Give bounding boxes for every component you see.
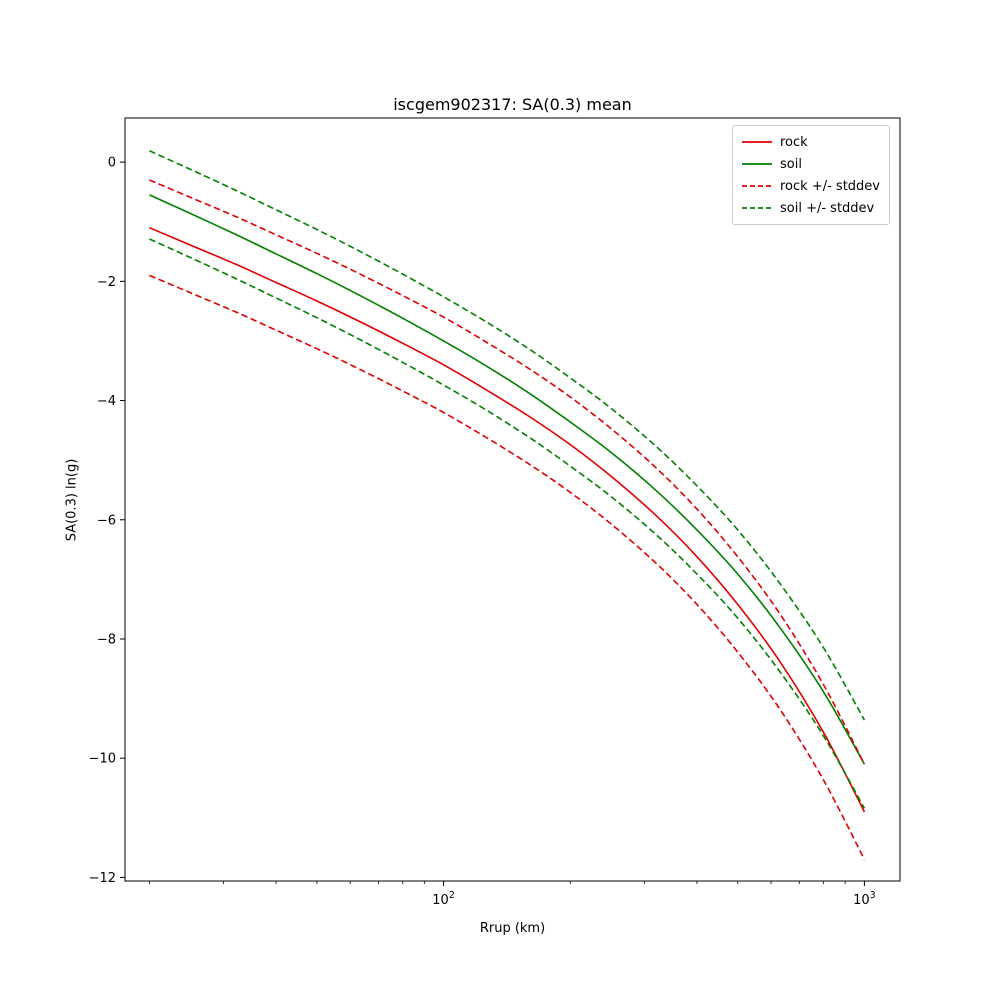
legend-line-sample-dashed-red: [742, 185, 772, 187]
axes-frame: [124, 117, 901, 882]
legend-item-soil-stddev: soil +/- stddev: [742, 197, 880, 219]
y-tick-label: −12: [89, 871, 116, 886]
y-axis-label: SA(0.3) ln(g): [64, 458, 80, 542]
legend-label-soil: soil: [780, 156, 802, 172]
x-axis: 102 103: [149, 881, 876, 908]
y-tick-label: −6: [97, 513, 116, 528]
legend: rock soil rock +/- stddev soil +/- stdde…: [732, 125, 890, 225]
legend-line-sample-solid-green: [742, 163, 772, 165]
x-axis-label: Rrup (km): [479, 921, 546, 936]
y-axis: 0 −2 −4 −6 −8 −10 −12: [89, 156, 125, 886]
x-tick-label: 102: [432, 890, 455, 908]
series-line-soil-stddev: [149, 150, 866, 721]
series-line-soil: [149, 194, 866, 765]
legend-line-sample-solid-red: [742, 141, 772, 143]
y-tick-label: −4: [97, 394, 116, 409]
series-line-rock-stddev: [149, 179, 866, 765]
y-tick-label: 0: [108, 156, 116, 171]
legend-label-rock-stddev: rock +/- stddev: [780, 178, 880, 194]
series-line-rock-stddev: [149, 274, 866, 860]
series-line-soil-stddev: [149, 238, 866, 809]
y-tick-label: −2: [97, 275, 116, 290]
series-line-rock: [149, 226, 866, 813]
legend-item-rock-stddev: rock +/- stddev: [742, 175, 880, 197]
series-lines: [149, 150, 866, 860]
y-tick-label: −10: [89, 752, 116, 767]
legend-label-soil-stddev: soil +/- stddev: [780, 200, 875, 216]
legend-line-sample-dashed-green: [742, 207, 772, 209]
legend-item-soil: soil: [742, 153, 880, 175]
chart-title: iscgem902317: SA(0.3) mean: [393, 95, 632, 114]
x-tick-label: 103: [853, 890, 876, 908]
y-tick-label: −8: [97, 632, 116, 647]
legend-item-rock: rock: [742, 131, 880, 153]
legend-label-rock: rock: [780, 134, 808, 150]
